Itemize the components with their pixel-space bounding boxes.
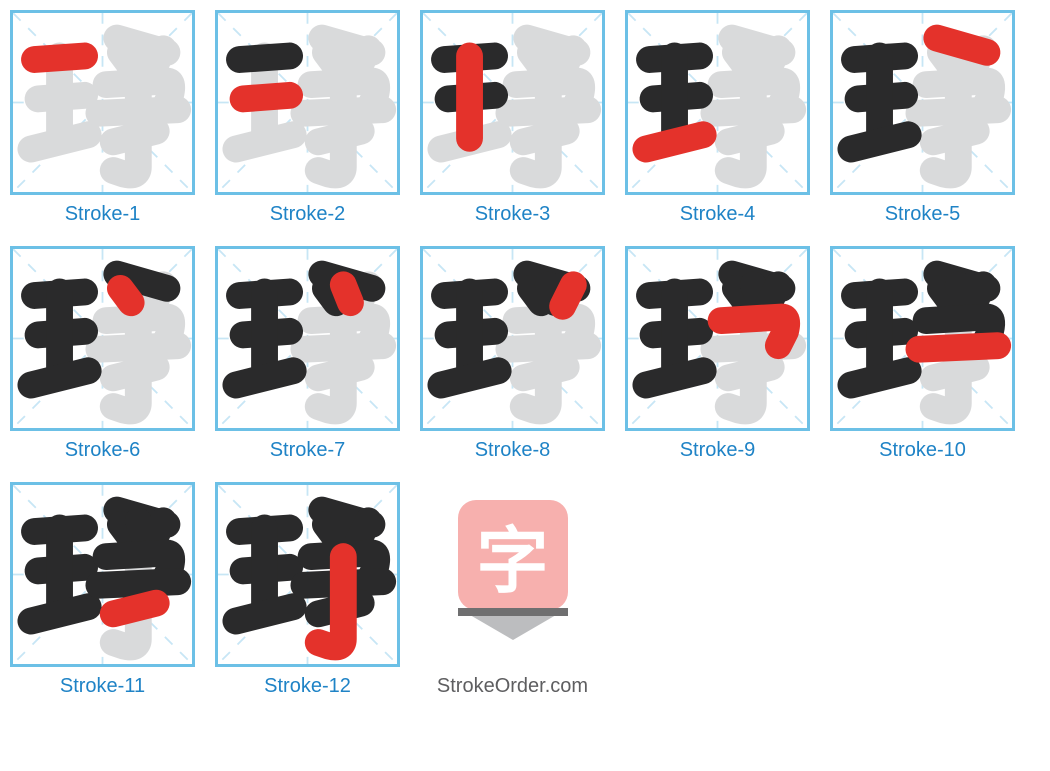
stroke-s4 [441, 371, 498, 385]
stroke-tile: Stroke-11 [10, 482, 195, 698]
stroke-tile: Stroke-4 [625, 10, 810, 226]
stroke-s8 [153, 49, 164, 70]
stroke-s10 [99, 582, 178, 586]
stroke-s4 [236, 135, 293, 149]
logo-badge: 字 [458, 500, 568, 610]
tile-caption: Stroke-3 [475, 203, 551, 226]
logo-caption: StrokeOrder.com [437, 675, 588, 698]
stroke-s4 [31, 607, 88, 621]
stroke-tile: Stroke-2 [215, 10, 400, 226]
stroke-tile: Stroke-8 [420, 246, 605, 462]
tile-frame [215, 10, 400, 195]
pencil-icon [458, 608, 568, 640]
stroke-tile: Stroke-3 [420, 10, 605, 226]
stroke-s4 [851, 135, 908, 149]
stroke-s1 [34, 56, 84, 60]
logo-tile: 字 StrokeOrder.com [420, 482, 605, 698]
logo: 字 [448, 500, 578, 650]
stroke-s6 [120, 288, 131, 302]
stroke-s1 [239, 56, 289, 60]
tile-caption: Stroke-6 [65, 439, 141, 462]
tile-frame [625, 246, 810, 431]
stroke-s8 [973, 285, 984, 306]
stroke-s8 [563, 285, 574, 306]
tile-frame [625, 10, 810, 195]
stroke-s8 [358, 521, 369, 542]
tile-frame [830, 10, 1015, 195]
stroke-s4 [236, 607, 293, 621]
tile-caption: Stroke-2 [270, 203, 346, 226]
tile-caption: Stroke-1 [65, 203, 141, 226]
stroke-tile: Stroke-9 [625, 246, 810, 462]
tile-frame [10, 10, 195, 195]
logo-frame: 字 [420, 482, 605, 667]
tile-frame [10, 246, 195, 431]
stroke-order-grid: Stroke-1 Stroke-2 Stroke-3 [10, 10, 1040, 698]
stroke-s2 [243, 95, 290, 99]
stroke-s11 [113, 603, 156, 614]
stroke-s4 [31, 371, 88, 385]
tile-frame [420, 246, 605, 431]
stroke-s4 [851, 371, 908, 385]
tile-caption: Stroke-5 [885, 203, 961, 226]
stroke-tile: Stroke-7 [215, 246, 400, 462]
stroke-s7 [343, 285, 350, 303]
stroke-s4 [236, 371, 293, 385]
logo-char: 字 [476, 502, 548, 607]
stroke-tile: Stroke-12 [215, 482, 400, 698]
stroke-s8 [153, 521, 164, 542]
tile-frame [215, 246, 400, 431]
stroke-s8 [768, 285, 779, 306]
tile-caption: Stroke-7 [270, 439, 346, 462]
tile-caption: Stroke-9 [680, 439, 756, 462]
stroke-s8 [358, 49, 369, 70]
stroke-tile: Stroke-6 [10, 246, 195, 462]
stroke-s4 [646, 371, 703, 385]
tile-caption: Stroke-11 [60, 675, 145, 698]
tile-caption: Stroke-4 [680, 203, 756, 226]
tile-frame [830, 246, 1015, 431]
stroke-tile: Stroke-5 [830, 10, 1015, 226]
stroke-s5 [937, 38, 987, 52]
stroke-tile: Stroke-10 [830, 246, 1015, 462]
stroke-tile: Stroke-1 [10, 10, 195, 226]
stroke-s4 [31, 135, 88, 149]
stroke-s4 [646, 135, 703, 149]
tile-frame [420, 10, 605, 195]
tile-frame [10, 482, 195, 667]
tile-caption: Stroke-12 [264, 675, 351, 698]
stroke-s10 [919, 346, 998, 350]
tile-caption: Stroke-10 [879, 439, 966, 462]
tile-caption: Stroke-8 [475, 439, 551, 462]
stroke-s8 [563, 49, 574, 70]
tile-frame [215, 482, 400, 667]
stroke-s8 [768, 49, 779, 70]
